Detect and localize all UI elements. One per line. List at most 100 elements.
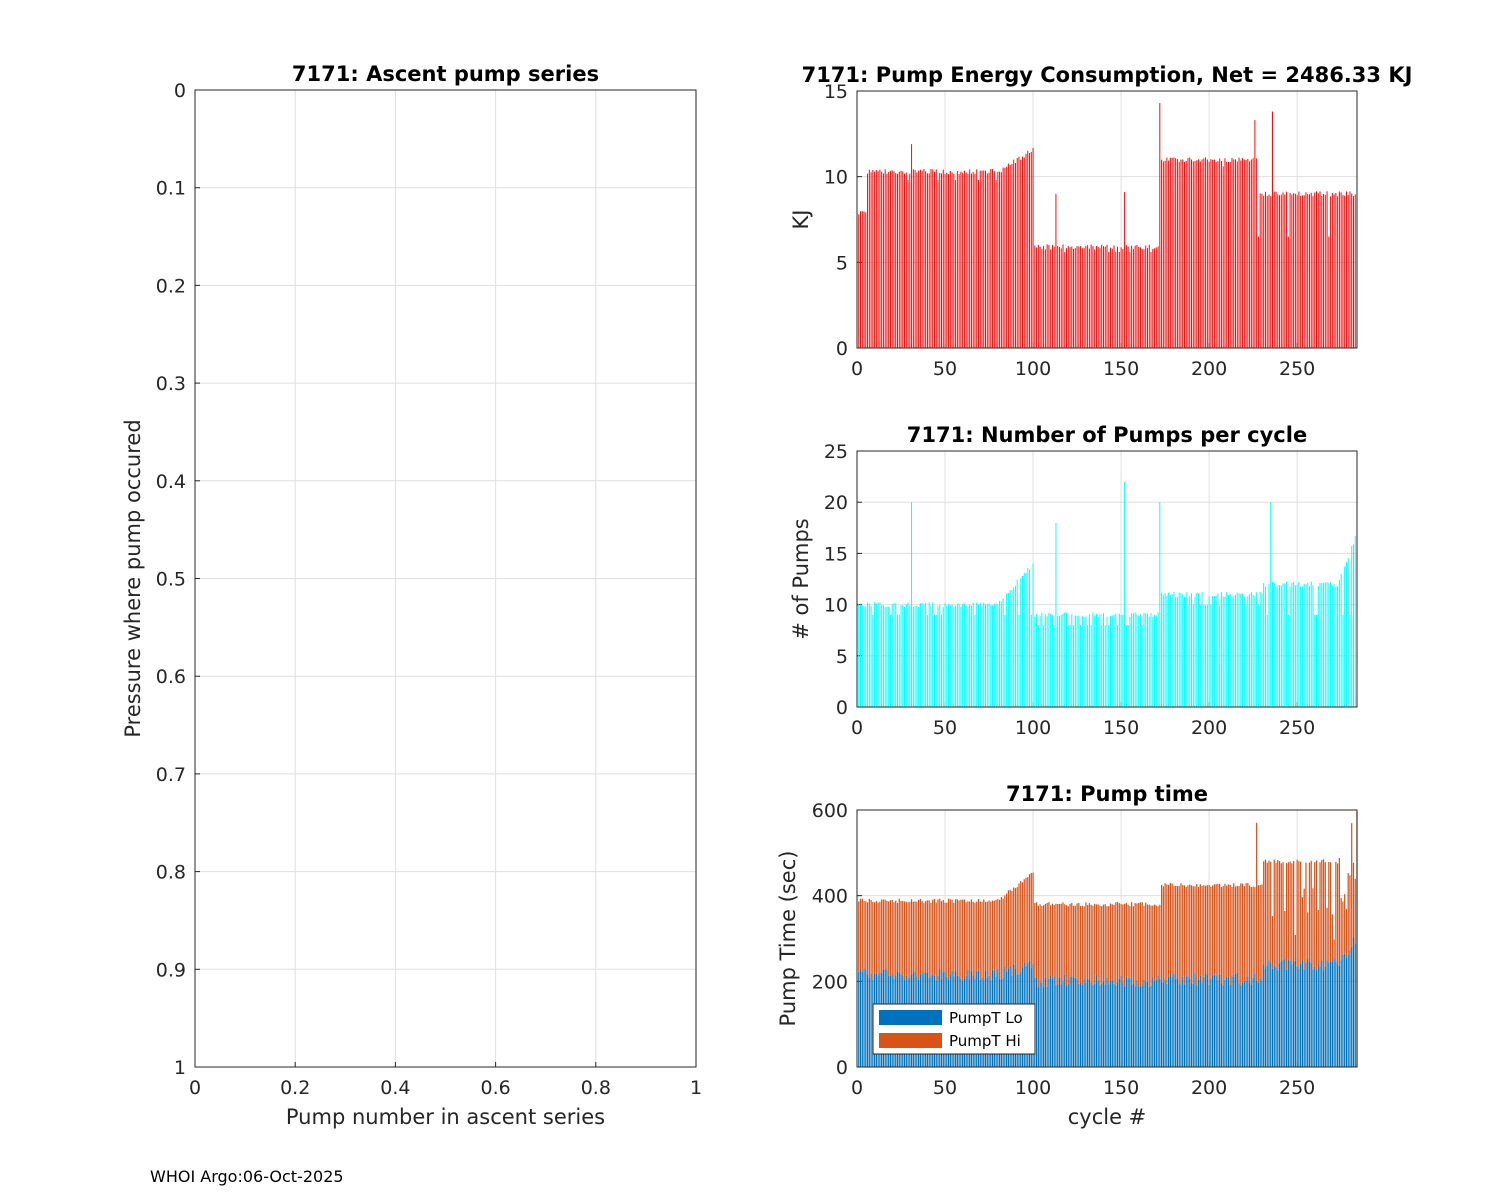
bar-pumpt-lo [1303, 969, 1305, 1067]
bar-pumpt-lo [1153, 981, 1156, 1067]
bar [1229, 161, 1231, 348]
bar [884, 169, 886, 348]
bar-pumpt-hi [1065, 905, 1068, 987]
bar [932, 169, 934, 348]
bar [1125, 625, 1127, 707]
bar [1102, 246, 1104, 348]
bar-pumpt-hi [870, 900, 872, 974]
bar [1034, 616, 1036, 707]
bar [1245, 604, 1247, 707]
bar-pumpt-hi [1275, 862, 1277, 968]
x-tick-label: 200 [1191, 1077, 1227, 1099]
bar-pumpt-hi [1294, 934, 1296, 961]
bar-pumpt-hi [1069, 903, 1071, 977]
bar [1347, 194, 1349, 348]
bar [1029, 153, 1031, 348]
bar [1095, 613, 1097, 707]
bar-pumpt-hi [965, 902, 967, 976]
bar-pumpt-hi [979, 901, 981, 980]
y-tick-label: 0.5 [156, 569, 186, 591]
bar [1147, 248, 1148, 348]
bar-pumpt-hi [1310, 860, 1312, 963]
bar-pumpt-lo [1298, 968, 1300, 1067]
bar-pumpt-lo [1308, 961, 1311, 1067]
y-tick-label: 15 [824, 81, 848, 103]
bar [1280, 585, 1282, 707]
bar-pumpt-lo [1227, 977, 1230, 1067]
bar-pumpt-hi [937, 899, 939, 976]
bar [977, 604, 979, 707]
bar-pumpt-lo [1120, 976, 1122, 1067]
bar-pumpt-hi [1315, 860, 1318, 971]
bar [969, 169, 971, 348]
bar [1169, 594, 1171, 707]
bar [1351, 546, 1353, 707]
bar [1351, 193, 1353, 348]
bar [1284, 583, 1286, 707]
bar [1254, 120, 1256, 348]
bar-pumpt-hi [1183, 885, 1186, 985]
bar-pumpt-hi [907, 902, 909, 980]
bar-pumpt-lo [1146, 981, 1149, 1067]
bar-pumpt-hi [1284, 910, 1286, 960]
bar [1046, 616, 1048, 707]
bar-pumpt-hi [1273, 859, 1275, 966]
bar [905, 603, 907, 707]
bar-pumpt-hi [925, 901, 927, 973]
bar [963, 603, 965, 707]
bar-pumpt-lo [1095, 975, 1098, 1067]
bar [1025, 153, 1027, 348]
bar-pumpt-hi [1090, 904, 1092, 983]
bar-pumpt-lo [1194, 973, 1196, 1067]
bar-pumpt-hi [1289, 861, 1291, 961]
bar-pumpt-hi [1222, 886, 1224, 986]
bar [1136, 614, 1138, 707]
legend-swatch [879, 1033, 942, 1048]
bar [958, 174, 960, 348]
bar [1340, 573, 1342, 707]
bar [1222, 166, 1224, 348]
bar [1175, 596, 1177, 707]
bar-pumpt-lo [1270, 962, 1272, 1067]
bar [1280, 194, 1282, 348]
bar-pumpt-lo [1349, 950, 1351, 1067]
bar [912, 606, 914, 707]
bar-pumpt-hi [1219, 883, 1221, 975]
bar [1139, 247, 1141, 348]
bar-pumpt-hi [861, 898, 863, 972]
bar [918, 607, 920, 707]
bar [1245, 159, 1247, 348]
bar [1136, 244, 1138, 348]
bar [858, 603, 860, 707]
bar [993, 603, 995, 707]
bar [1002, 598, 1004, 707]
bar [1238, 157, 1240, 348]
bar [919, 169, 921, 348]
bar-pumpt-hi [1212, 885, 1214, 976]
bar-pumpt-hi [1037, 905, 1039, 988]
bar [1178, 161, 1180, 348]
x-tick-label: 0.4 [380, 1077, 410, 1099]
bar [1205, 604, 1207, 707]
bar [1266, 614, 1268, 707]
bar [1338, 191, 1340, 348]
bar [1094, 616, 1096, 707]
bar-pumpt-lo [1152, 977, 1154, 1067]
bar-pumpt-hi [900, 900, 902, 975]
bar [1257, 604, 1259, 707]
bar [889, 170, 891, 348]
bar-pumpt-lo [1300, 963, 1302, 1067]
bar-pumpt-lo [868, 978, 870, 1067]
bar [861, 605, 863, 707]
bar [1289, 193, 1291, 348]
bar-pumpt-hi [1192, 886, 1194, 984]
bar [1183, 596, 1185, 707]
bar-pumpt-hi [858, 901, 860, 973]
bar-pumpt-lo [1169, 973, 1171, 1067]
bar [1331, 192, 1333, 348]
bar-pumpt-lo [1141, 985, 1143, 1067]
chart-title: 7171: Number of Pumps per cycle [907, 423, 1307, 447]
bar [933, 614, 935, 707]
bar-pumpt-hi [898, 898, 900, 973]
bar-pumpt-hi [868, 898, 870, 979]
